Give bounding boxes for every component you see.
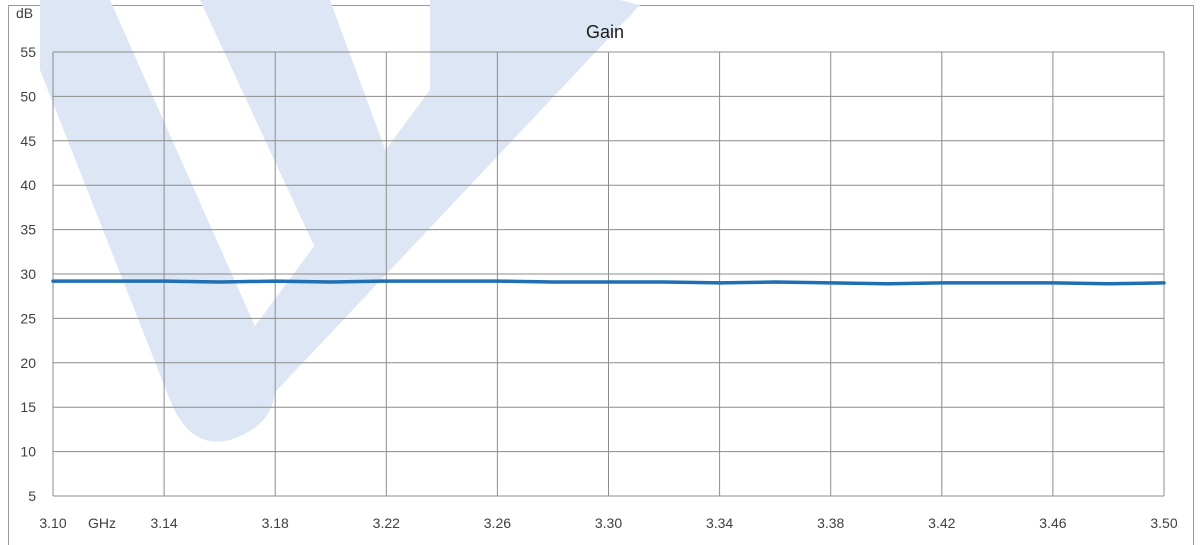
- x-tick-label: 3.50: [1150, 515, 1177, 531]
- x-tick-label: 3.38: [817, 515, 844, 531]
- x-tick-label: 3.30: [595, 515, 622, 531]
- y-tick-label: 5: [28, 488, 36, 504]
- x-tick-label: 3.42: [928, 515, 955, 531]
- watermark-logo: [40, 0, 640, 442]
- x-tick-label: 3.10: [39, 515, 66, 531]
- y-tick-label: 45: [20, 133, 36, 149]
- y-tick-label: 20: [20, 355, 36, 371]
- x-tick-labels: 3.10 3.14 3.18 3.22 3.26 3.30 3.34 3.38 3.42 3.46…: [39, 515, 1177, 531]
- y-tick-labels: 5 10 15 20 25 30 35 40 45 50 55: [20, 44, 36, 504]
- y-tick-label: 30: [20, 266, 36, 282]
- y-tick-label: 35: [20, 222, 36, 238]
- x-tick-label: 3.14: [150, 515, 177, 531]
- watermark-stroke-right: [200, 0, 640, 440]
- x-tick-label: 3.26: [484, 515, 511, 531]
- x-tick-label: 3.34: [706, 515, 733, 531]
- y-tick-label: 10: [20, 444, 36, 460]
- y-axis-label: dB: [16, 5, 33, 21]
- watermark-stroke-left: [40, 0, 275, 442]
- chart-title: Gain: [586, 22, 624, 42]
- y-tick-label: 40: [20, 177, 36, 193]
- x-tick-label: 3.18: [262, 515, 289, 531]
- chart-grid: [52, 51, 1165, 497]
- x-tick-label: 3.22: [373, 515, 400, 531]
- y-tick-label: 50: [20, 88, 36, 104]
- x-tick-label: 3.46: [1039, 515, 1066, 531]
- y-tick-label: 25: [20, 310, 36, 326]
- chart-series-layer: [51, 279, 1166, 286]
- y-tick-label: 55: [20, 44, 36, 60]
- y-tick-label: 15: [20, 399, 36, 415]
- gain-series-line: [51, 279, 1166, 286]
- x-axis-label: GHz: [88, 515, 116, 531]
